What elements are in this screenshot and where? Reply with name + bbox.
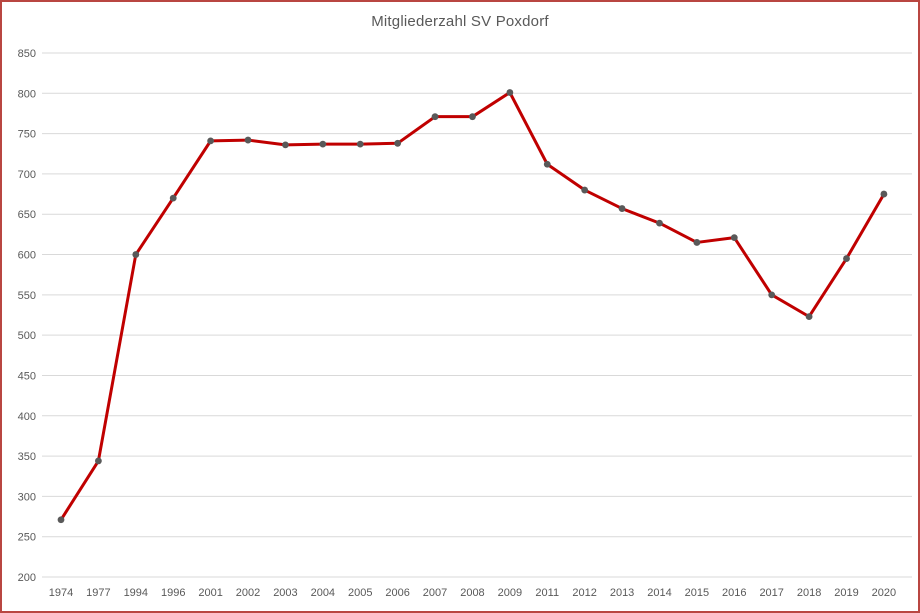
data-point — [693, 239, 701, 246]
data-point — [95, 457, 102, 465]
data-point — [319, 140, 327, 148]
x-tick-label: 2019 — [834, 587, 858, 599]
data-point — [618, 205, 626, 212]
data-point — [282, 141, 289, 149]
x-tick-label: 1994 — [124, 587, 148, 599]
data-point — [244, 136, 252, 144]
x-tick-label: 2012 — [572, 587, 596, 599]
y-tick-label: 500 — [18, 330, 36, 342]
data-point — [506, 89, 514, 96]
x-tick-label: 2015 — [685, 587, 709, 599]
x-tick-label: 2020 — [872, 587, 896, 599]
x-tick-label: 2016 — [722, 587, 746, 599]
x-tick-label: 1977 — [86, 587, 110, 599]
data-point — [169, 194, 177, 202]
data-point — [356, 140, 364, 148]
x-tick-label: 2002 — [236, 587, 260, 599]
x-tick-label: 2011 — [535, 587, 559, 599]
x-tick-label: 2008 — [460, 587, 484, 599]
y-tick-label: 600 — [18, 250, 36, 262]
y-tick-label: 350 — [18, 451, 36, 463]
y-tick-label: 250 — [18, 532, 36, 544]
y-tick-label: 800 — [18, 88, 36, 100]
x-tick-label: 2005 — [348, 587, 372, 599]
x-tick-label: 2003 — [273, 587, 297, 599]
data-point — [543, 160, 551, 168]
y-tick-label: 400 — [18, 411, 36, 423]
data-point — [431, 113, 439, 121]
data-point — [469, 113, 476, 121]
y-tick-label: 750 — [18, 129, 36, 141]
chart-title: Mitgliederzahl SV Poxdorf — [371, 13, 549, 30]
x-tick-label: 2014 — [647, 587, 671, 599]
x-tick-label: 2007 — [423, 587, 447, 599]
y-tick-label: 200 — [18, 572, 36, 584]
x-tick-label: 2018 — [797, 587, 821, 599]
data-point — [880, 190, 888, 198]
data-point — [843, 255, 850, 262]
x-tick-label: 1996 — [161, 587, 185, 599]
x-tick-label: 2006 — [385, 587, 409, 599]
data-point — [730, 234, 738, 242]
x-tick-label: 1974 — [49, 587, 73, 599]
data-point — [581, 186, 589, 194]
y-tick-label: 550 — [18, 290, 36, 302]
x-tick-label: 2009 — [498, 587, 522, 599]
y-tick-label: 450 — [18, 370, 36, 382]
y-tick-label: 850 — [18, 48, 36, 60]
x-tick-label: 2001 — [198, 587, 222, 599]
data-point — [132, 251, 140, 258]
x-tick-label: 2004 — [311, 587, 335, 599]
y-tick-label: 300 — [18, 491, 36, 503]
data-point — [207, 137, 215, 145]
y-tick-label: 650 — [18, 209, 36, 221]
x-tick-label: 2017 — [759, 587, 783, 599]
y-tick-label: 700 — [18, 169, 36, 181]
data-point — [805, 313, 813, 321]
data-point — [768, 291, 776, 299]
data-point — [57, 516, 65, 524]
x-tick-label: 2013 — [610, 587, 634, 599]
data-point — [656, 219, 663, 227]
data-point — [394, 139, 402, 147]
